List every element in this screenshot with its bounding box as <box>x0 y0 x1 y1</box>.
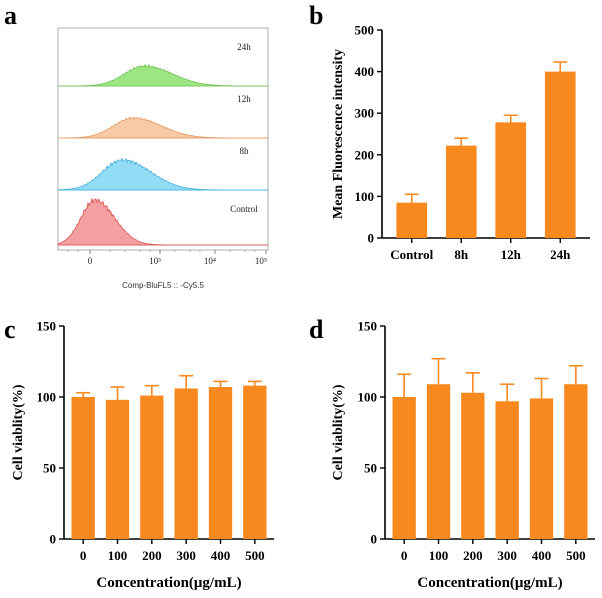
bar <box>445 145 477 238</box>
x-tick-label: 200 <box>142 548 162 563</box>
y-tick-label: 150 <box>358 319 378 334</box>
bar <box>564 384 588 539</box>
x-tick-label: 0 <box>80 548 87 563</box>
x-tick-label: 24h <box>550 247 571 262</box>
bar <box>461 392 485 539</box>
y-axis-label: Mean Fluorescence intensity <box>331 49 346 219</box>
bar <box>208 387 233 539</box>
histogram-series-label: Control <box>230 204 258 214</box>
histogram-tick-label: 0 <box>88 256 93 266</box>
mfi-bar-chart: 0 100 200 300 400 500 Control 8h 12h 24h Mean Fluo… <box>331 23 590 262</box>
panel-label-d: d <box>309 315 324 344</box>
x-tick-label: 300 <box>497 548 517 563</box>
x-tick-label: 0 <box>401 548 408 563</box>
bar <box>174 388 198 539</box>
x-tick-label: 200 <box>463 548 483 563</box>
x-tick-label: 400 <box>532 548 552 563</box>
histogram-tick-label: 10⁵ <box>255 256 267 266</box>
histogram-tick-label: 10⁴ <box>204 256 216 266</box>
x-tick-label: 400 <box>211 548 231 563</box>
y-axis-label: Cell viablity(%) <box>11 384 26 480</box>
bar <box>392 397 416 539</box>
histogram-series-label: 12h <box>237 94 251 104</box>
bar <box>529 398 554 539</box>
panel-label-b: b <box>309 1 323 30</box>
x-axis-label: Concentration(μg/mL) <box>417 575 562 591</box>
histogram-curve <box>57 198 268 246</box>
histogram-series-label: 24h <box>237 42 251 52</box>
y-tick-label: 100 <box>358 390 378 405</box>
y-tick-label: 400 <box>355 64 375 79</box>
histogram-curve <box>57 157 268 191</box>
bar <box>495 122 527 238</box>
x-tick-label: 12h <box>501 247 522 262</box>
y-tick-label: 500 <box>355 23 375 38</box>
y-tick-label: 0 <box>50 532 57 547</box>
y-tick-label: 0 <box>371 532 378 547</box>
x-tick-label: 8h <box>454 247 469 262</box>
bar <box>544 71 576 238</box>
bar <box>71 397 95 539</box>
histogram-frame <box>57 27 269 251</box>
panel-label-c: c <box>4 315 16 344</box>
y-tick-label: 50 <box>364 461 377 476</box>
y-tick-label: 200 <box>355 147 375 162</box>
bar <box>396 202 428 238</box>
y-tick-label: 50 <box>43 461 56 476</box>
y-tick-label: 0 <box>368 231 375 246</box>
y-tick-label: 300 <box>355 106 375 121</box>
histogram-curve <box>58 116 268 139</box>
viability-bar-chart-c: 0 50 100 150 0 100 200 300 400 500 Cell viablity(%… <box>11 319 274 591</box>
histogram-x-label: Comp-BluFL5 :: -Cy5.5 <box>122 281 204 290</box>
bar <box>426 384 451 539</box>
histogram-series-label: 8h <box>240 146 250 156</box>
y-tick-label: 100 <box>355 189 375 204</box>
viability-bar-chart-d: 0 50 100 150 0 100 200 300 400 500 Cell viablity(%… <box>331 319 595 591</box>
bar <box>140 395 164 539</box>
bar <box>243 385 267 539</box>
bar <box>105 399 130 539</box>
x-tick-label: 100 <box>108 548 128 563</box>
x-tick-label: 300 <box>176 548 196 563</box>
y-tick-label: 100 <box>37 390 57 405</box>
histogram-series: Control <box>57 198 268 246</box>
y-tick-label: 150 <box>37 319 57 334</box>
histogram-curve <box>58 63 268 87</box>
histogram-series: 8h <box>57 146 268 191</box>
x-tick-label: 500 <box>566 548 586 563</box>
x-tick-label: 100 <box>429 548 449 563</box>
x-tick-label: Control <box>390 247 433 262</box>
flow-histogram-panel: 24h 12h 8h Control 0 10³ 10⁴ 10⁵ Comp-BluFL5 :… <box>57 27 269 290</box>
panel-label-a: a <box>4 1 17 30</box>
x-tick-label: 500 <box>245 548 265 563</box>
histogram-series: 24h <box>58 42 268 87</box>
histogram-series: 12h <box>58 94 268 139</box>
x-axis-label: Concentration(μg/mL) <box>96 575 241 591</box>
histogram-tick-label: 10³ <box>149 256 161 266</box>
bar <box>495 401 519 539</box>
y-axis-label: Cell viablity(%) <box>331 384 346 480</box>
